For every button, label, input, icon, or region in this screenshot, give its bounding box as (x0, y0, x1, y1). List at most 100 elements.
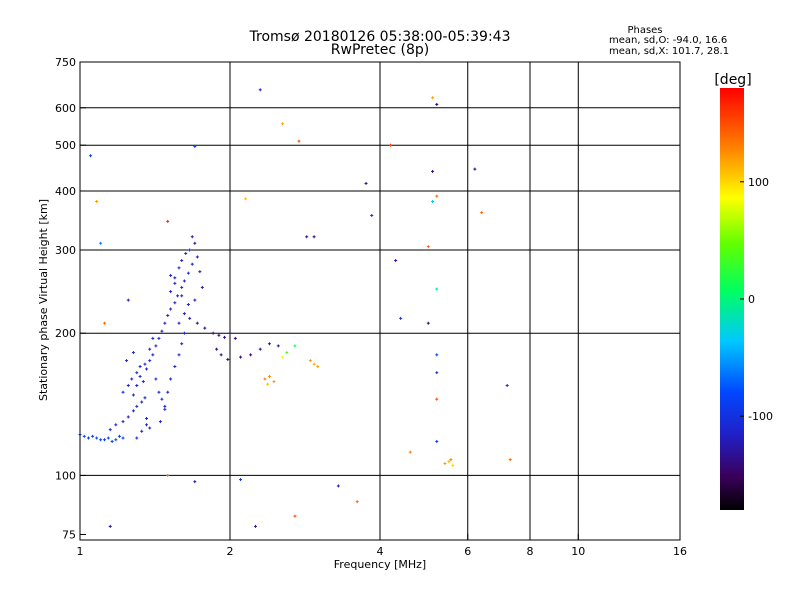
data-point (135, 371, 139, 375)
data-point (435, 397, 439, 401)
x-tick-label: 16 (673, 545, 687, 558)
data-point (267, 342, 271, 346)
data-point (193, 241, 197, 245)
y-tick-label: 600 (55, 102, 76, 115)
data-point (312, 235, 316, 239)
data-point (193, 144, 197, 148)
data-point (141, 380, 145, 384)
data-points (78, 88, 512, 528)
x-tick-label: 4 (377, 545, 384, 558)
data-point (177, 353, 181, 357)
data-point (426, 245, 430, 249)
data-point (148, 347, 152, 351)
data-point (193, 298, 197, 302)
data-point (435, 102, 439, 106)
data-point (258, 347, 262, 351)
colorbar-label: [deg] (714, 72, 751, 88)
data-point (190, 262, 194, 266)
data-point (480, 211, 484, 215)
data-point (99, 438, 103, 442)
data-point (157, 336, 161, 340)
data-point (203, 326, 207, 330)
data-point (108, 524, 112, 528)
data-point (200, 285, 204, 289)
data-point (148, 359, 152, 363)
data-point (103, 438, 107, 442)
data-point (125, 359, 129, 363)
grid-lines (80, 62, 680, 540)
data-point (435, 439, 439, 443)
data-point (117, 434, 121, 438)
data-point (281, 355, 285, 359)
data-point (130, 377, 134, 381)
data-point (435, 371, 439, 375)
data-point (173, 301, 177, 305)
data-point (180, 259, 184, 263)
data-point (266, 382, 270, 386)
data-point (166, 314, 170, 318)
y-tick-label: 75 (62, 528, 76, 541)
data-point (166, 473, 170, 477)
data-point (431, 96, 435, 100)
data-point (505, 384, 509, 388)
data-point (173, 281, 177, 285)
data-point (106, 436, 110, 440)
y-tick-label: 200 (55, 327, 76, 340)
stats-o: mean, sd,O: -94.0, 16.6 (609, 35, 727, 46)
data-point (121, 390, 125, 394)
data-point (188, 248, 192, 252)
data-point (435, 194, 439, 198)
data-point (272, 380, 276, 384)
data-point (169, 377, 173, 381)
data-point (114, 438, 118, 442)
x-tick-label: 8 (527, 545, 534, 558)
data-point (447, 460, 451, 464)
x-tick-label: 2 (227, 545, 234, 558)
data-point (426, 321, 430, 325)
data-point (82, 434, 86, 438)
data-point (160, 397, 164, 401)
data-point (95, 436, 99, 440)
chart-title: Tromsø 20180126 05:38:00-05:39:43 (249, 29, 511, 45)
data-point (157, 390, 161, 394)
data-point (126, 298, 130, 302)
data-point (131, 351, 135, 355)
colorbar-ticks: 100 0 -100 (740, 176, 773, 423)
data-point (219, 353, 223, 357)
data-point (223, 335, 227, 339)
data-point (239, 355, 243, 359)
data-point (308, 359, 312, 363)
data-point (435, 287, 439, 291)
data-point (163, 321, 167, 325)
data-point (195, 321, 199, 325)
data-point (217, 333, 221, 337)
data-point (293, 344, 297, 348)
data-point (297, 139, 301, 143)
data-point (281, 122, 285, 126)
data-point (215, 347, 219, 351)
data-point (163, 404, 167, 408)
data-point (285, 351, 289, 355)
data-point (176, 294, 180, 298)
data-point (108, 428, 112, 432)
chart-subtitle: RwPretec (8p) (331, 42, 429, 58)
x-tick-label: 1 (77, 545, 84, 558)
data-point (182, 279, 186, 283)
data-point (121, 436, 125, 440)
data-point (138, 374, 142, 378)
data-point (188, 316, 192, 320)
data-point (173, 276, 177, 280)
x-tick-label: 10 (571, 545, 585, 558)
data-point (364, 181, 368, 185)
data-point (408, 450, 412, 454)
data-point (355, 500, 359, 504)
data-point (160, 329, 164, 333)
x-axis-label: Frequency [MHz] (334, 558, 426, 571)
y-tick-label: 750 (55, 56, 76, 69)
data-point (177, 321, 181, 325)
data-point (110, 439, 114, 443)
data-point (431, 200, 435, 204)
data-point (145, 367, 149, 371)
data-point (140, 400, 144, 404)
